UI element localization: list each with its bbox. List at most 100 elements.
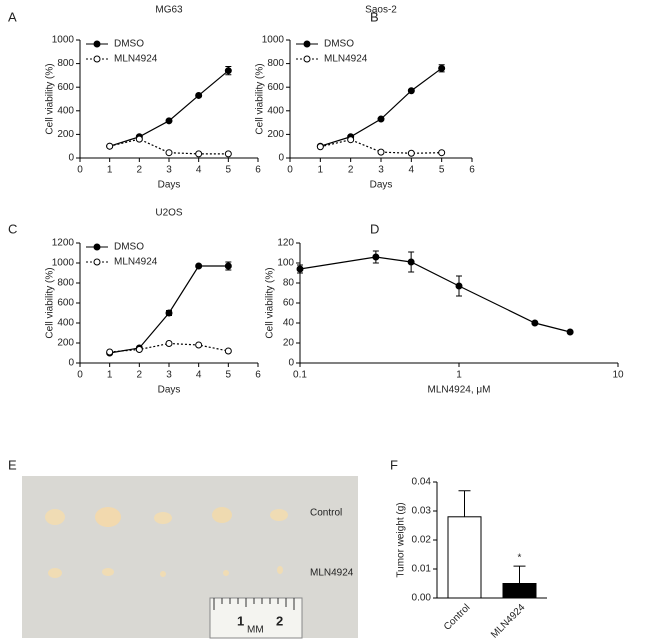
x-tick-label: 6 [255, 165, 261, 176]
x-tick-label: MLN4924 [489, 602, 528, 639]
y-tick-label: 200 [57, 129, 74, 140]
x-tick-label: 4 [196, 370, 202, 381]
x-tick-label: 5 [226, 165, 232, 176]
point [407, 149, 415, 157]
y-tick-label: 600 [267, 82, 284, 93]
y-tick-label: 0.03 [412, 506, 432, 517]
point [106, 348, 114, 356]
point [438, 149, 446, 157]
chart-title: Saos-2 [365, 5, 397, 16]
x-tick-label: 0 [77, 370, 83, 381]
tumor [277, 566, 283, 574]
x-tick-label: 3 [166, 370, 172, 381]
legend-marker [93, 55, 101, 63]
legend-marker [93, 258, 101, 266]
point [224, 262, 232, 270]
point [377, 115, 385, 123]
point [455, 282, 463, 290]
x-tick-label: 0 [287, 165, 293, 176]
x-tick-label: 3 [378, 165, 384, 176]
legend-marker [93, 40, 101, 48]
panel-letter: F [390, 457, 398, 472]
x-tick-label: Control [442, 602, 473, 633]
point [224, 67, 232, 75]
legend-marker [303, 40, 311, 48]
tumor [223, 570, 229, 576]
legend-label: DMSO [114, 39, 144, 50]
legend-marker [93, 243, 101, 251]
y-axis-label: Cell viability (%) [265, 267, 276, 338]
tumor [95, 507, 121, 527]
point [316, 143, 324, 151]
point [165, 340, 173, 347]
tumor [102, 568, 114, 576]
point [438, 64, 446, 72]
y-tick-label: 40 [283, 318, 295, 329]
legend-label: DMSO [324, 39, 354, 50]
y-tick-label: 60 [283, 298, 295, 309]
point [407, 87, 415, 95]
x-axis-label: Days [158, 180, 181, 191]
legend-label: DMSO [114, 242, 144, 253]
x-tick-label: 4 [409, 165, 415, 176]
point [296, 265, 304, 273]
ruler [209, 597, 303, 639]
x-tick-label: 1 [456, 370, 462, 381]
x-axis-label: Days [158, 385, 181, 396]
point [165, 309, 173, 317]
y-tick-label: 0 [68, 358, 74, 369]
y-tick-label: 1200 [52, 238, 75, 249]
x-tick-label: 2 [348, 165, 354, 176]
ruler-label: 1 [237, 613, 244, 628]
y-tick-label: 0.02 [412, 535, 432, 546]
tumor [212, 507, 232, 523]
point [195, 150, 203, 158]
y-tick-label: 400 [57, 105, 74, 116]
y-tick-label: 200 [57, 338, 74, 349]
x-tick-label: 6 [255, 370, 261, 381]
y-axis-label: Cell viability (%) [45, 267, 56, 338]
y-tick-label: 0 [68, 153, 74, 164]
legend-marker [303, 55, 311, 63]
point [377, 148, 385, 156]
y-tick-label: 800 [57, 278, 74, 289]
y-tick-label: 0.01 [412, 564, 432, 575]
y-tick-label: 80 [283, 278, 295, 289]
panel-letter: E [8, 457, 17, 472]
x-tick-label: 6 [469, 165, 475, 176]
legend-label: MLN4924 [324, 54, 368, 65]
y-tick-label: 400 [267, 105, 284, 116]
ruler-label: 2 [276, 613, 283, 628]
y-tick-label: 800 [267, 58, 284, 69]
y-tick-label: 200 [267, 129, 284, 140]
ruler-ticks [213, 598, 295, 610]
x-tick-label: 1 [107, 370, 113, 381]
x-axis-label: Days [370, 180, 393, 191]
x-tick-label: 0.1 [293, 370, 307, 381]
x-tick-label: 5 [439, 165, 445, 176]
point [407, 258, 415, 266]
x-axis-label: MLN4924, μM [427, 385, 490, 396]
photo [22, 476, 358, 638]
bar [502, 583, 537, 599]
series-line [320, 67, 443, 147]
panel-letter: C [8, 221, 17, 236]
panel-letter: A [8, 9, 17, 24]
point [347, 136, 355, 144]
tumor [270, 509, 288, 521]
x-tick-label: 5 [226, 370, 232, 381]
row-label: MLN4924 [310, 568, 354, 579]
y-tick-label: 600 [57, 298, 74, 309]
y-tick-label: 1000 [52, 258, 75, 269]
y-tick-label: 0 [278, 153, 284, 164]
point [566, 328, 574, 336]
legend-label: MLN4924 [114, 54, 158, 65]
y-tick-label: 1000 [262, 35, 285, 46]
x-tick-label: 1 [107, 165, 113, 176]
y-tick-label: 0.04 [412, 477, 432, 488]
point [195, 262, 203, 270]
x-tick-label: 2 [137, 370, 143, 381]
x-tick-label: 10 [612, 370, 624, 381]
y-axis-label: Cell viability (%) [45, 63, 56, 134]
